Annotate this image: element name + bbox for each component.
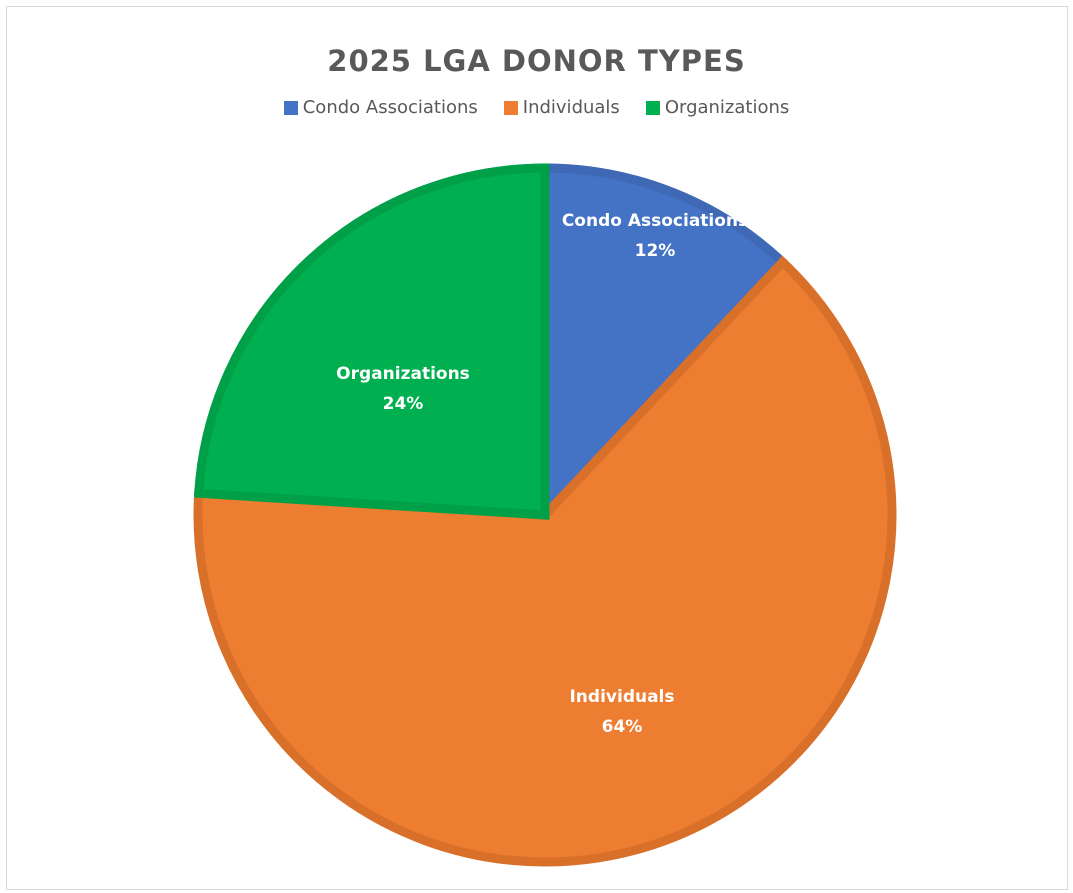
legend-swatch-organizations	[645, 100, 660, 115]
legend-label-condo-associations: Condo Associations	[302, 97, 478, 118]
legend-label-organizations: Organizations	[664, 97, 790, 118]
data-label-name-condo-associations: Condo Associations	[562, 211, 748, 231]
legend-item-condo-associations: Condo Associations	[283, 97, 478, 118]
data-label-value-condo-associations: 12%	[635, 241, 676, 261]
legend: Condo Associations Individuals Organizat…	[0, 97, 1073, 118]
data-label-organizations: Organizations 24%	[336, 364, 470, 414]
legend-item-organizations: Organizations	[645, 97, 790, 118]
legend-swatch-individuals	[503, 100, 518, 115]
pie-slice-organizations	[193, 163, 550, 520]
data-label-name-individuals: Individuals	[569, 687, 674, 707]
pie-slice-condo-associations	[540, 163, 789, 527]
data-label-value-individuals: 64%	[602, 717, 643, 737]
chart-title: 2025 LGA DONOR TYPES	[327, 44, 746, 78]
data-label-individuals: Individuals 64%	[569, 687, 674, 737]
pie-slice-individuals	[193, 255, 897, 867]
legend-label-individuals: Individuals	[522, 97, 620, 118]
data-label-value-organizations: 24%	[383, 394, 424, 414]
data-label-condo-associations: Condo Associations 12%	[562, 211, 748, 261]
legend-swatch-condo-associations	[283, 100, 298, 115]
data-label-name-organizations: Organizations	[336, 364, 470, 384]
legend-item-individuals: Individuals	[503, 97, 620, 118]
